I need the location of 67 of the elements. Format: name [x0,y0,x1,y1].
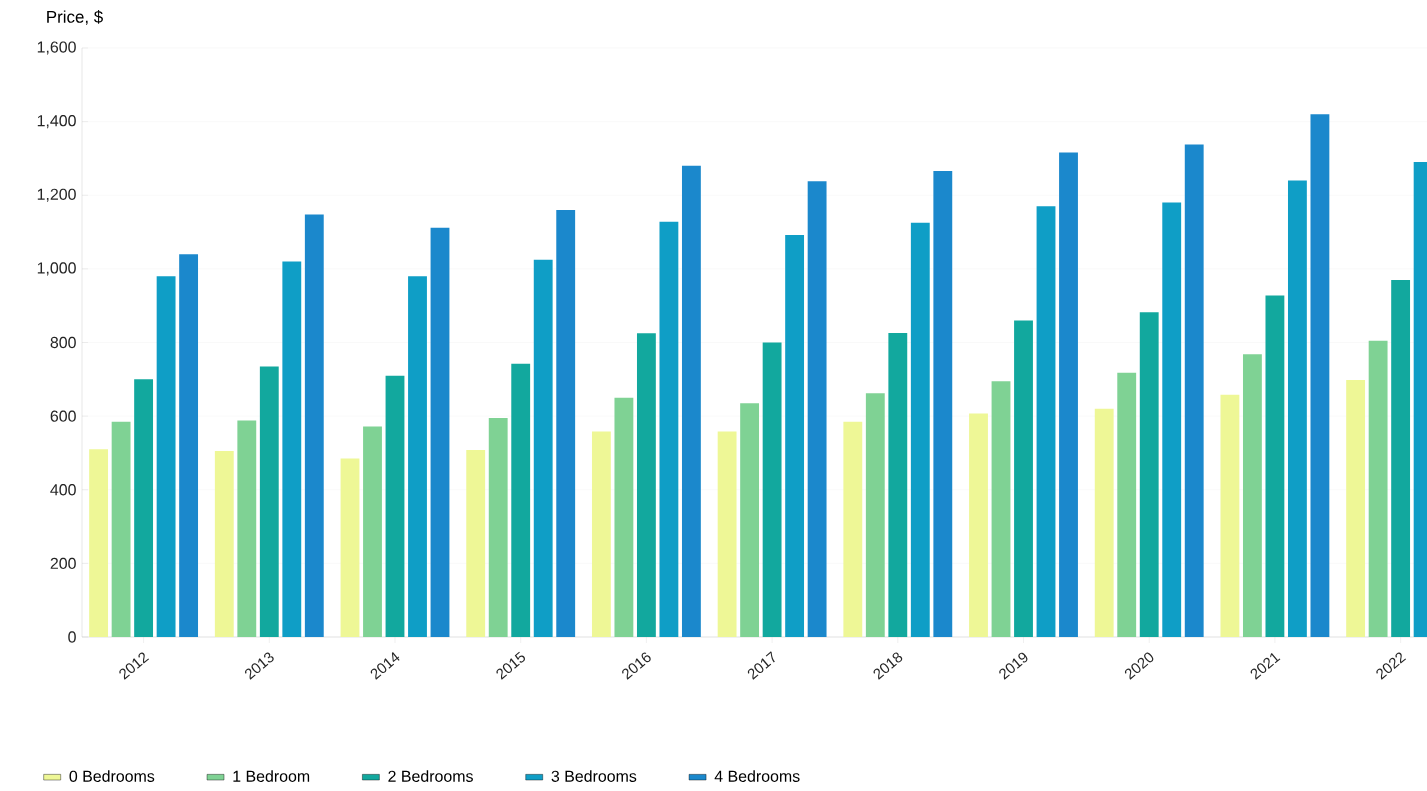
y-tick-label: 0 [68,631,76,643]
bar [259,366,279,637]
y-tick-label: 200 [50,557,76,570]
bar [740,403,760,637]
bar [533,259,553,637]
bar [785,235,805,637]
bar [1139,312,1159,637]
y-tick-label: 1,400 [37,115,76,129]
y-axis-title: Price, $ [47,10,103,25]
bar [1094,408,1114,637]
legend-label: 4 Bedrooms [714,770,800,782]
bar [614,397,634,637]
bar [1265,295,1285,637]
bar [408,276,427,637]
bar [865,393,885,637]
y-tick-label: 1,200 [37,188,76,202]
bar [363,426,382,637]
bar [134,379,154,637]
y-tick-label: 1,000 [37,262,76,276]
bar [385,375,405,637]
bar [340,458,360,637]
bar [1310,114,1330,637]
bar [717,431,737,637]
bar [1287,180,1307,637]
y-tick-label: 800 [50,336,76,349]
bar [466,449,486,637]
legend-label: 1 Bedroom [233,770,310,782]
bar [1036,206,1056,637]
bar [111,421,131,637]
y-tick-label: 400 [50,484,76,496]
bar [1184,144,1204,637]
bar [591,431,611,637]
bar [933,170,953,637]
bar [488,417,508,637]
bar [1242,354,1262,637]
bar [89,449,109,637]
bar [214,451,234,637]
bar [1220,394,1240,637]
bar [681,165,701,637]
bar [282,261,302,637]
bar [762,342,782,637]
y-tick-label: 1,600 [37,41,76,55]
legend-label: 0 Bedrooms [69,770,155,782]
bar [636,333,656,637]
bar [1014,320,1033,637]
bar [556,209,576,637]
bar [304,214,324,637]
bar [807,181,827,637]
bar [969,413,988,637]
bar [1162,202,1182,637]
y-tick-label: 600 [50,410,76,422]
bar [888,332,908,637]
bar [991,381,1011,637]
bar [237,420,257,637]
legend-label: 3 Bedrooms [551,770,637,782]
bar [910,222,930,637]
bar [511,363,531,637]
bar [1059,152,1078,637]
bar [1368,340,1388,637]
bar [179,254,199,637]
bar [843,421,863,637]
bar [1346,380,1366,637]
legend-label: 2 Bedrooms [388,770,473,782]
bar [156,276,176,637]
bar [1117,372,1137,637]
bar [659,221,679,637]
bar [430,227,450,637]
